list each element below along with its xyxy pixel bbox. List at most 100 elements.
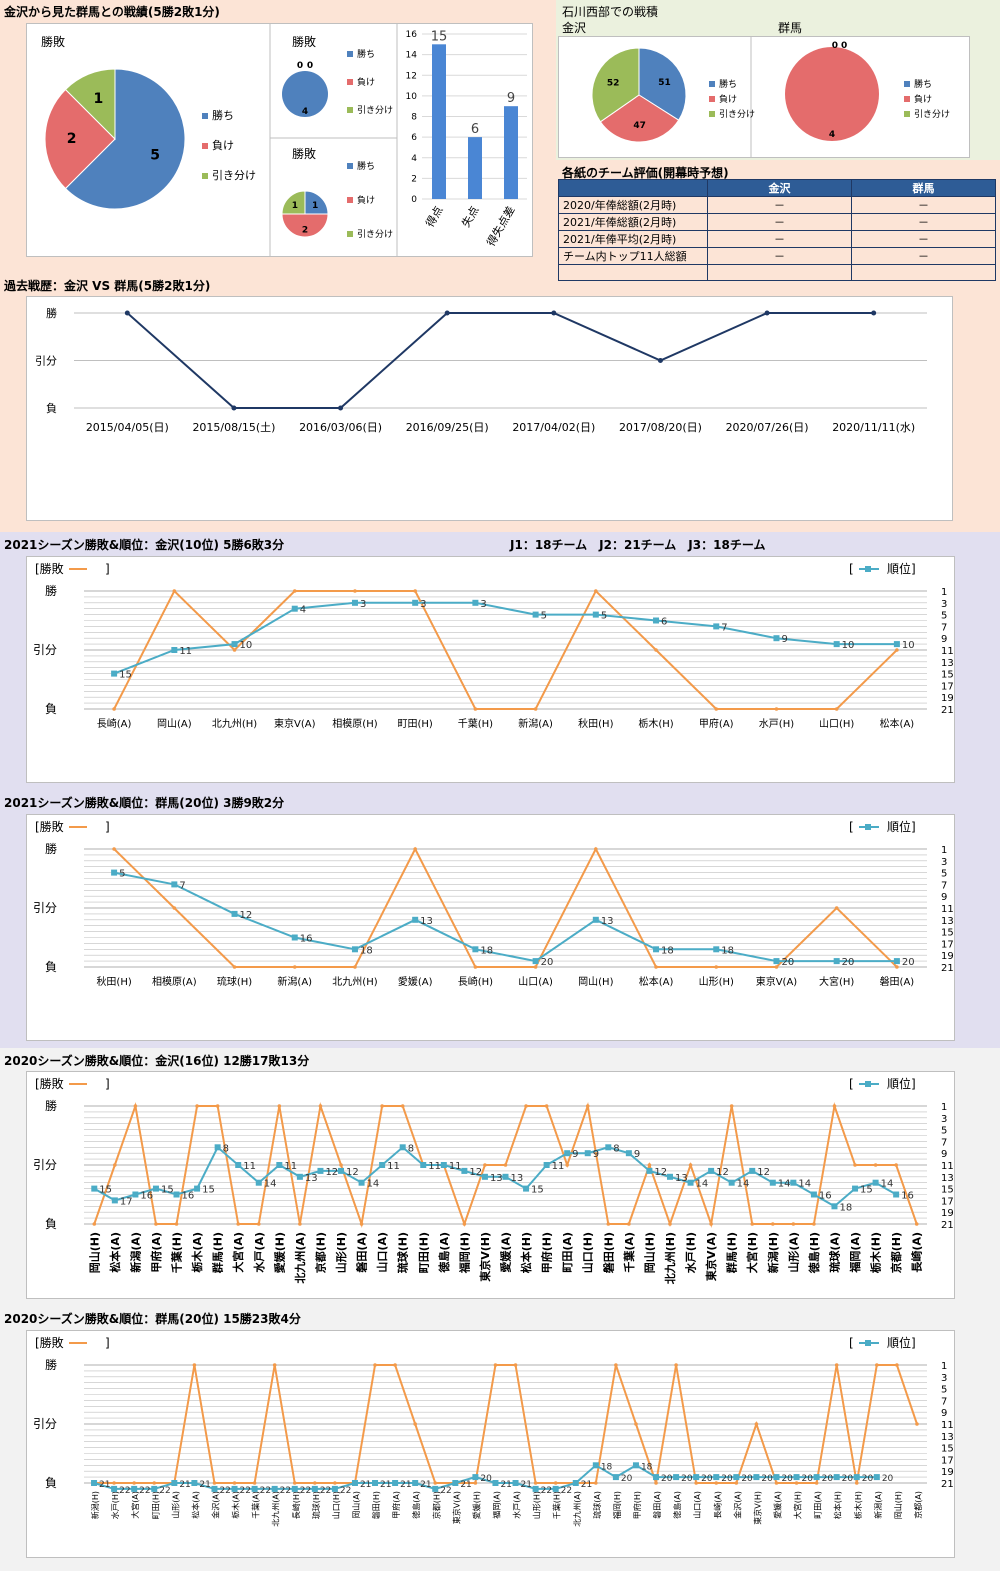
legend-label: 引き分け	[719, 109, 755, 120]
result-point	[232, 1481, 237, 1485]
legend-label: 勝ち	[719, 78, 737, 90]
rank-data-label: 11	[243, 1161, 256, 1172]
rank-data-label: 14	[798, 1179, 811, 1190]
small-pie1-data-label: 4	[302, 107, 308, 117]
season-ylabel: 引分	[33, 643, 57, 657]
x-category-label: 京都(H)	[313, 1232, 327, 1273]
x-category-label: 徳島(H)	[807, 1232, 821, 1274]
rank-point	[769, 1179, 776, 1186]
x-category-label: 水戸(H)	[684, 1232, 698, 1273]
result-point	[112, 707, 116, 711]
x-category-label: 相模原(A)	[152, 975, 197, 988]
rating-cell: －	[851, 247, 996, 265]
history-ylabel: 勝	[46, 306, 57, 320]
rank-data-label: 22	[561, 1486, 572, 1496]
x-category-label: 岡山(H)	[87, 1232, 101, 1273]
result-point	[694, 1481, 698, 1485]
rank-data-label: 21	[581, 1480, 592, 1490]
rank-data-label: 10	[842, 640, 855, 651]
result-point	[524, 1104, 528, 1108]
rank-point	[753, 1474, 760, 1481]
x-category-label: 栃木(H)	[869, 1232, 883, 1273]
rank-data-label: 21	[380, 1480, 391, 1490]
x-category-label: 山形(A)	[786, 1232, 800, 1273]
kanazawa-pie-data-label: 51	[658, 78, 671, 88]
result-point	[853, 1163, 857, 1167]
rating-cell: －	[707, 196, 852, 214]
rank-point	[532, 611, 539, 618]
result-point	[473, 1481, 478, 1485]
x-category-label: 磐田(A)	[880, 975, 915, 988]
bar-ytick: 4	[411, 154, 417, 164]
history-title: 過去戦歴：金沢 VS 群馬(5勝2敗1分)	[4, 279, 211, 293]
result-point	[172, 589, 177, 593]
rank-point	[532, 958, 539, 965]
rank-point	[632, 1462, 639, 1469]
legend-swatch	[347, 197, 353, 203]
result-point	[272, 1363, 277, 1367]
rank-point	[592, 916, 599, 923]
result-point	[834, 906, 839, 910]
legend-swatch	[904, 111, 910, 117]
rank-data-label: 14	[367, 1179, 380, 1190]
rank-tick-label: 13	[941, 658, 954, 669]
season-ylabel: 負	[45, 960, 57, 974]
x-category-label: 琉球(H)	[217, 975, 252, 988]
rank-point	[392, 1480, 399, 1486]
rank-tick-label: 15	[941, 670, 954, 681]
result-point	[359, 1222, 364, 1226]
rank-data-label: 18	[601, 1462, 613, 1472]
rank-data-label: 15	[531, 1185, 544, 1196]
rank-point	[111, 869, 118, 876]
rank-point	[693, 1474, 700, 1481]
legend-rank-marker	[865, 1081, 871, 1087]
result-point	[834, 1363, 839, 1367]
result-point	[544, 1104, 549, 1108]
rank-tick-label: 5	[941, 1385, 947, 1396]
main-pie-slice	[64, 68, 116, 141]
rank-data-label: 14	[737, 1179, 750, 1190]
rank-point	[271, 1485, 278, 1492]
x-category-label: 栃木(A)	[231, 1491, 241, 1519]
rank-data-label: 22	[260, 1486, 271, 1496]
bar-category-label: 得失点差	[483, 204, 517, 249]
rating-row: 2020/年俸総額(2月時) －－	[558, 196, 996, 214]
rating-cell: －	[707, 247, 852, 265]
result-point	[313, 1481, 317, 1485]
x-category-label: 徳島(A)	[437, 1232, 451, 1274]
bar-ytick: 12	[406, 71, 417, 81]
legend-result-label: [勝敗	[35, 561, 64, 576]
bar-category-label: 得点	[423, 204, 445, 230]
legend-result-bracket: ]	[105, 820, 110, 834]
rank-data-label: 18	[839, 1202, 852, 1213]
legend-label: 負け	[212, 139, 234, 152]
rank-tick-label: 19	[941, 693, 954, 704]
legend-swatch	[904, 96, 910, 102]
rank-point	[502, 1173, 509, 1180]
rank-data-label: 16	[819, 1191, 832, 1202]
rank-point	[472, 599, 479, 606]
rank-point	[687, 1179, 694, 1186]
result-point	[353, 589, 357, 593]
legend-swatch	[709, 81, 715, 87]
rank-point	[523, 1185, 530, 1192]
chart4-panel: 勝引分負 1 3 5 7 9 11 13 15 17 19 21 [勝敗][順位] 新潟(H) 水戸(H) 大…	[26, 1330, 955, 1558]
rank-point	[91, 1480, 98, 1486]
x-category-label: 町田(A)	[814, 1491, 823, 1519]
rank-data-label: 3	[360, 599, 366, 610]
rank-point	[291, 934, 298, 941]
rank-point	[646, 1167, 653, 1174]
bar-ytick: 14	[406, 51, 418, 61]
result-point	[688, 1163, 693, 1167]
rank-tick-label: 17	[941, 1455, 954, 1466]
history-date-label: 2017/08/20(日)	[619, 421, 702, 434]
small-pie1-data-label: 0	[297, 61, 303, 71]
result-point	[195, 1104, 199, 1108]
result-point	[277, 1104, 282, 1108]
rank-point	[472, 1474, 479, 1481]
x-category-label: 松本(A)	[639, 975, 674, 988]
main-pie-slice	[44, 88, 116, 190]
x-category-label: 愛媛(H)	[272, 1232, 286, 1273]
x-category-label: 水戸(A)	[252, 1232, 266, 1273]
